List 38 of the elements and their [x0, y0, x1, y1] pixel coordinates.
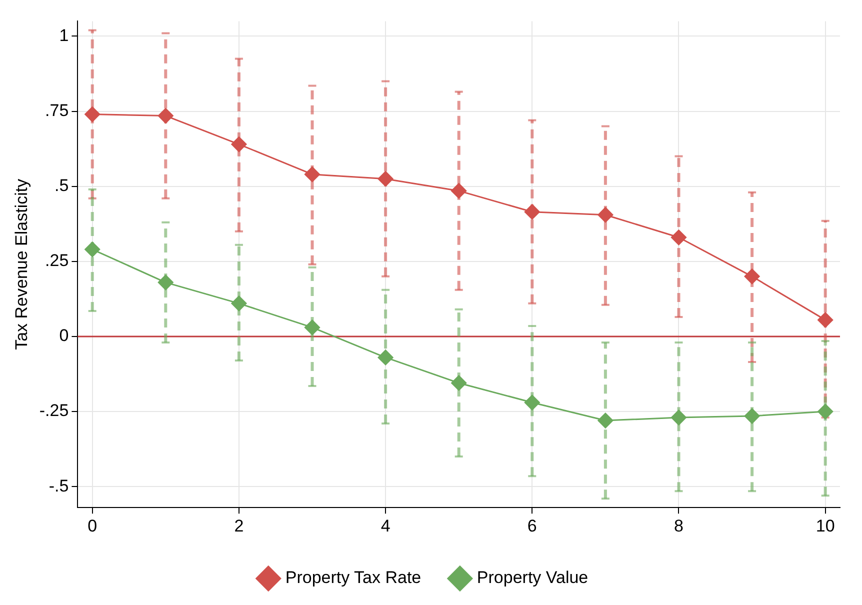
point [451, 183, 467, 199]
point [231, 296, 247, 312]
x-tick-label: 10 [816, 516, 835, 536]
y-tick-label: .75 [45, 100, 69, 120]
point [670, 230, 686, 246]
y-tick-label: 1 [59, 26, 69, 45]
y-tick-label: 0 [59, 326, 69, 346]
point [84, 106, 100, 122]
point [378, 171, 394, 187]
point [304, 166, 320, 182]
y-tick-label: -.5 [48, 476, 69, 496]
x-tick-label: 6 [527, 516, 537, 536]
point [524, 204, 540, 220]
x-tick-label: 0 [88, 516, 98, 536]
point [158, 108, 174, 124]
point [304, 320, 320, 336]
point [451, 375, 467, 391]
point [378, 350, 394, 366]
x-tick-label: 2 [234, 516, 244, 536]
x-tick-label: 4 [380, 516, 390, 536]
y-axis-title: Tax Revenue Elasticity [12, 178, 31, 350]
x-tick-label: 8 [674, 516, 684, 536]
point [158, 274, 174, 290]
legend-label: Property Tax Rate [285, 568, 422, 588]
point [818, 312, 834, 328]
point [670, 410, 686, 426]
y-tick-label: -.25 [39, 401, 69, 420]
y-tick-label: .25 [45, 251, 69, 270]
point [231, 136, 247, 152]
legend-label: Property Value [476, 568, 588, 588]
point [818, 404, 834, 420]
point [598, 207, 614, 223]
point [744, 268, 760, 284]
point [598, 412, 614, 428]
y-tick-label: .5 [54, 176, 69, 196]
point [524, 394, 540, 410]
point [744, 408, 760, 424]
point [84, 242, 100, 258]
